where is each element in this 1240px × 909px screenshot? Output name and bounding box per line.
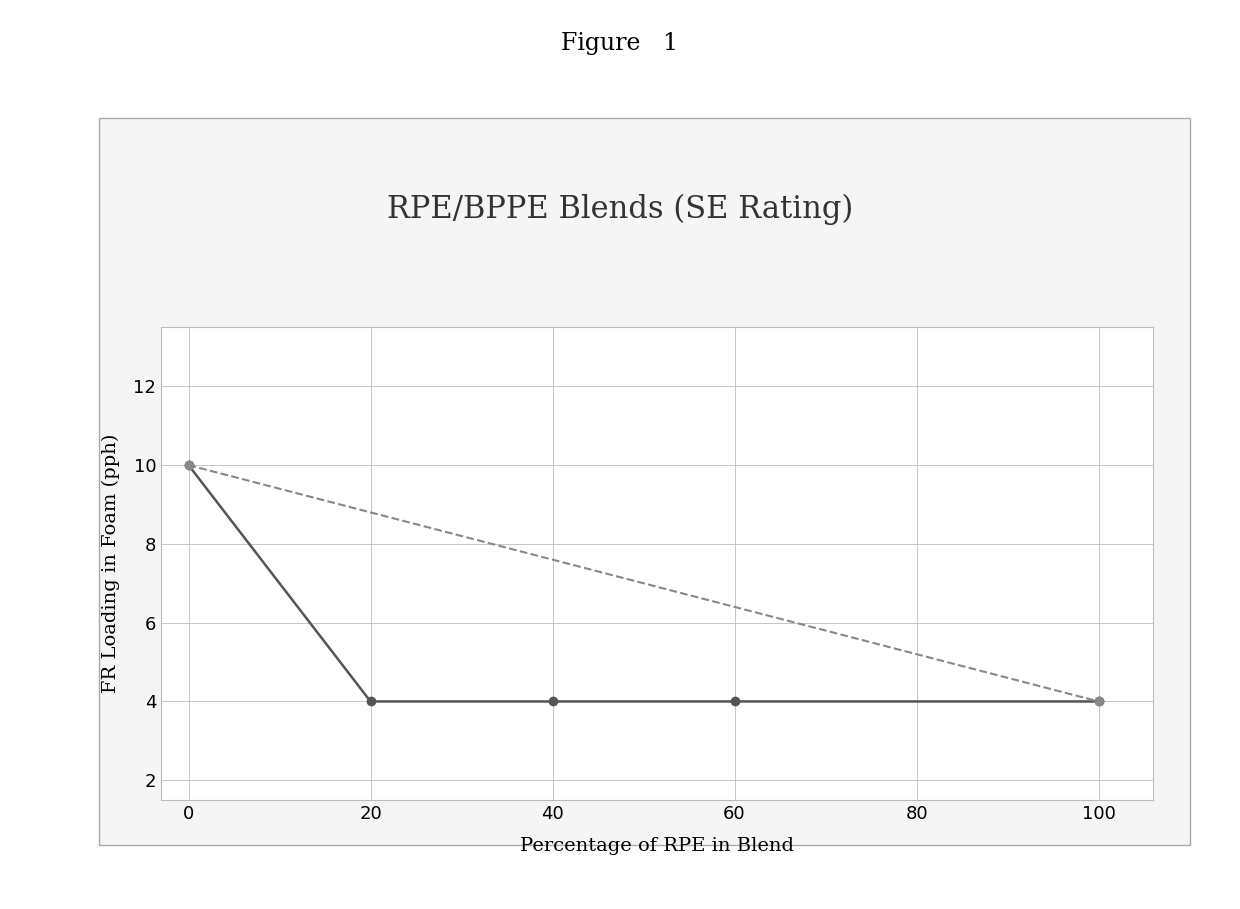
X-axis label: Percentage of RPE in Blend: Percentage of RPE in Blend bbox=[521, 836, 794, 854]
Text: RPE/BPPE Blends (SE Rating): RPE/BPPE Blends (SE Rating) bbox=[387, 194, 853, 225]
Y-axis label: FR Loading in Foam (pph): FR Loading in Foam (pph) bbox=[102, 434, 119, 694]
Text: Figure   1: Figure 1 bbox=[562, 32, 678, 55]
